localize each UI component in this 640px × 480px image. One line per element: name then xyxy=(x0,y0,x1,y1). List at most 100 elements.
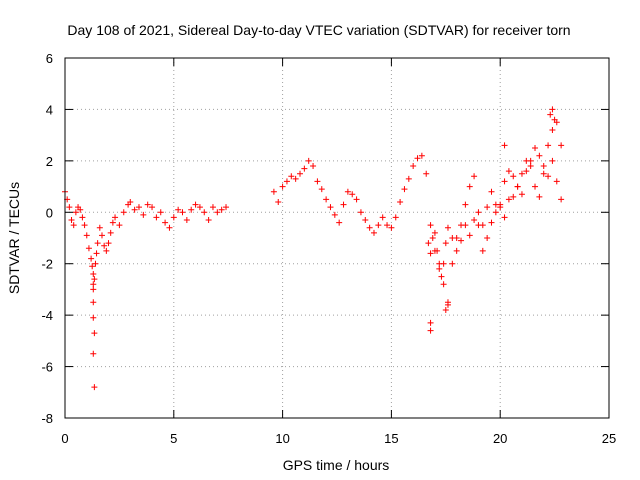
data-point xyxy=(362,217,369,223)
data-point xyxy=(523,157,530,164)
data-point xyxy=(438,273,445,280)
data-point xyxy=(523,168,530,175)
data-point xyxy=(510,193,517,200)
data-point xyxy=(336,219,343,226)
data-point xyxy=(90,271,97,277)
data-point xyxy=(444,224,451,231)
data-points xyxy=(62,106,565,391)
data-point xyxy=(205,217,212,223)
data-point xyxy=(275,199,282,205)
data-point xyxy=(81,222,88,229)
data-point xyxy=(349,191,356,198)
data-point xyxy=(90,281,97,288)
data-point xyxy=(425,240,432,247)
data-point xyxy=(340,201,347,208)
data-point xyxy=(505,196,512,203)
x-tick-label: 25 xyxy=(602,431,616,446)
data-point xyxy=(91,276,98,283)
data-point xyxy=(353,196,360,203)
data-point xyxy=(518,191,525,198)
data-point xyxy=(90,314,97,321)
y-tick-label: 2 xyxy=(46,154,53,169)
data-point xyxy=(449,235,456,241)
data-point xyxy=(427,327,434,334)
data-point xyxy=(79,214,86,221)
data-point xyxy=(153,214,160,221)
data-point xyxy=(93,250,100,257)
data-point xyxy=(72,209,79,216)
data-point xyxy=(101,242,108,249)
data-point xyxy=(188,206,195,213)
data-point xyxy=(410,163,417,169)
data-point xyxy=(344,188,351,195)
data-point xyxy=(492,201,499,208)
data-point xyxy=(103,247,110,254)
data-point xyxy=(297,170,304,177)
data-point xyxy=(357,209,364,216)
data-point xyxy=(527,163,534,169)
axis-ticks: 0 5 10 15 20 25 -8 -6 -4 -2 0 2 4 6 xyxy=(41,51,616,446)
data-point xyxy=(518,170,525,177)
data-point xyxy=(540,163,547,169)
data-point xyxy=(458,237,465,244)
data-point xyxy=(96,224,103,231)
data-point xyxy=(201,209,208,216)
data-point xyxy=(98,232,105,239)
data-point xyxy=(144,201,151,208)
data-point xyxy=(536,193,543,200)
data-point xyxy=(549,106,556,113)
data-point xyxy=(558,142,565,149)
data-point xyxy=(89,263,96,270)
data-point xyxy=(92,260,99,267)
data-point xyxy=(70,222,77,229)
data-point xyxy=(442,307,449,313)
data-point xyxy=(375,222,382,229)
data-point xyxy=(88,255,95,262)
data-point xyxy=(196,204,203,211)
data-point xyxy=(218,206,225,213)
data-point xyxy=(553,178,560,185)
data-point xyxy=(116,222,123,229)
data-point xyxy=(510,173,517,180)
y-tick-label: -8 xyxy=(41,411,53,426)
data-point xyxy=(442,240,449,247)
data-point xyxy=(466,232,473,239)
data-point xyxy=(384,222,391,229)
y-tick-label: -6 xyxy=(41,360,53,375)
data-point xyxy=(209,204,216,211)
data-point xyxy=(85,245,92,252)
data-point xyxy=(501,214,508,221)
data-point xyxy=(162,219,169,226)
data-point xyxy=(444,301,451,308)
y-tick-label: -4 xyxy=(41,308,53,323)
data-point xyxy=(331,211,338,218)
data-point xyxy=(449,260,456,267)
data-point xyxy=(157,209,164,216)
data-point xyxy=(140,211,147,218)
y-tick-label: 4 xyxy=(46,102,53,117)
data-point xyxy=(440,281,447,288)
data-point xyxy=(405,175,412,182)
data-point xyxy=(192,201,199,208)
data-point xyxy=(379,214,386,221)
data-point xyxy=(112,214,119,221)
data-point xyxy=(479,222,486,229)
data-point xyxy=(318,186,325,193)
data-point xyxy=(418,152,425,159)
data-point xyxy=(388,224,395,231)
data-point xyxy=(370,229,377,236)
data-point xyxy=(323,196,330,203)
chart-title: Day 108 of 2021, Sidereal Day-to-day VTE… xyxy=(67,22,570,38)
data-point xyxy=(549,157,556,164)
data-point xyxy=(166,224,173,231)
data-point xyxy=(91,330,98,337)
data-point xyxy=(94,240,101,247)
data-point xyxy=(551,116,558,123)
data-point xyxy=(90,286,97,293)
data-point xyxy=(91,384,98,391)
data-point xyxy=(484,235,491,241)
data-point xyxy=(514,183,521,190)
data-point xyxy=(292,175,299,182)
data-point xyxy=(288,173,295,180)
